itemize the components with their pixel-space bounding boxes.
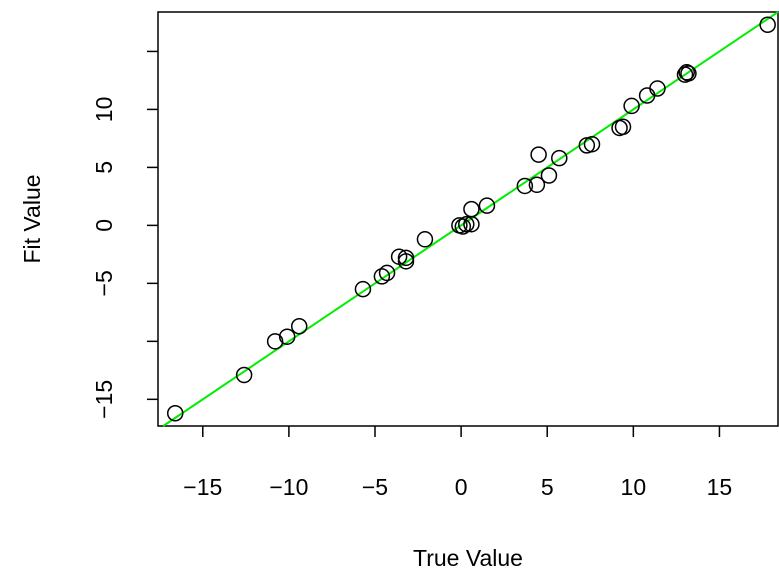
y-tick-label: 0 <box>91 219 117 232</box>
x-tick-label: 10 <box>621 474 647 500</box>
x-tick-label: 5 <box>541 474 554 500</box>
x-axis-title: True Value <box>413 545 523 571</box>
data-point <box>759 16 776 34</box>
data-point <box>614 118 632 136</box>
data-point <box>551 149 568 167</box>
y-tick-label: 10 <box>91 97 117 123</box>
data-point <box>540 167 558 184</box>
data-point <box>278 328 296 345</box>
data-point <box>478 197 496 214</box>
x-tick-label: −10 <box>269 474 308 500</box>
points-layer <box>166 16 776 422</box>
data-point <box>454 218 472 235</box>
data-point <box>623 97 640 115</box>
data-point <box>397 253 415 270</box>
data-point <box>397 249 415 267</box>
x-tick-label: −15 <box>183 474 222 500</box>
data-point <box>463 200 480 218</box>
data-point <box>290 318 308 335</box>
data-point <box>416 231 434 248</box>
data-point <box>458 215 475 233</box>
x-tick-label: −5 <box>362 474 388 500</box>
data-point <box>354 280 372 298</box>
y-tick-label: 5 <box>91 161 117 174</box>
data-point <box>516 177 534 195</box>
x-tick-label: 15 <box>707 474 733 500</box>
y-tick-label: −5 <box>91 270 117 296</box>
y-axis-title: Fit Value <box>19 174 45 263</box>
data-point <box>378 264 396 282</box>
y-tick-label: −15 <box>91 380 117 419</box>
x-tick-label: 0 <box>455 474 468 500</box>
data-point <box>530 146 547 163</box>
data-point <box>678 64 695 81</box>
data-point <box>266 333 284 350</box>
data-point <box>583 135 601 153</box>
x-axis: −15 −10 −5 0 5 10 15 <box>183 426 732 500</box>
plot-frame <box>157 11 779 427</box>
data-point <box>528 176 546 194</box>
data-point <box>373 268 391 285</box>
data-point <box>680 65 697 82</box>
data-point <box>649 80 666 97</box>
data-point <box>166 404 184 422</box>
data-point <box>235 366 253 384</box>
y-axis: −15 −5 0 5 10 <box>91 50 158 419</box>
